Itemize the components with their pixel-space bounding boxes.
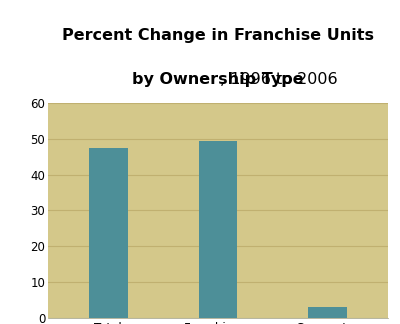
Bar <box>199 141 237 318</box>
Text: Percent Change in Franchise Units: Percent Change in Franchise Units <box>62 28 374 43</box>
Text: , 1996 to 2006: , 1996 to 2006 <box>220 72 337 87</box>
Bar <box>308 307 347 318</box>
Bar <box>89 148 128 318</box>
Text: by Ownership Type: by Ownership Type <box>132 72 304 87</box>
